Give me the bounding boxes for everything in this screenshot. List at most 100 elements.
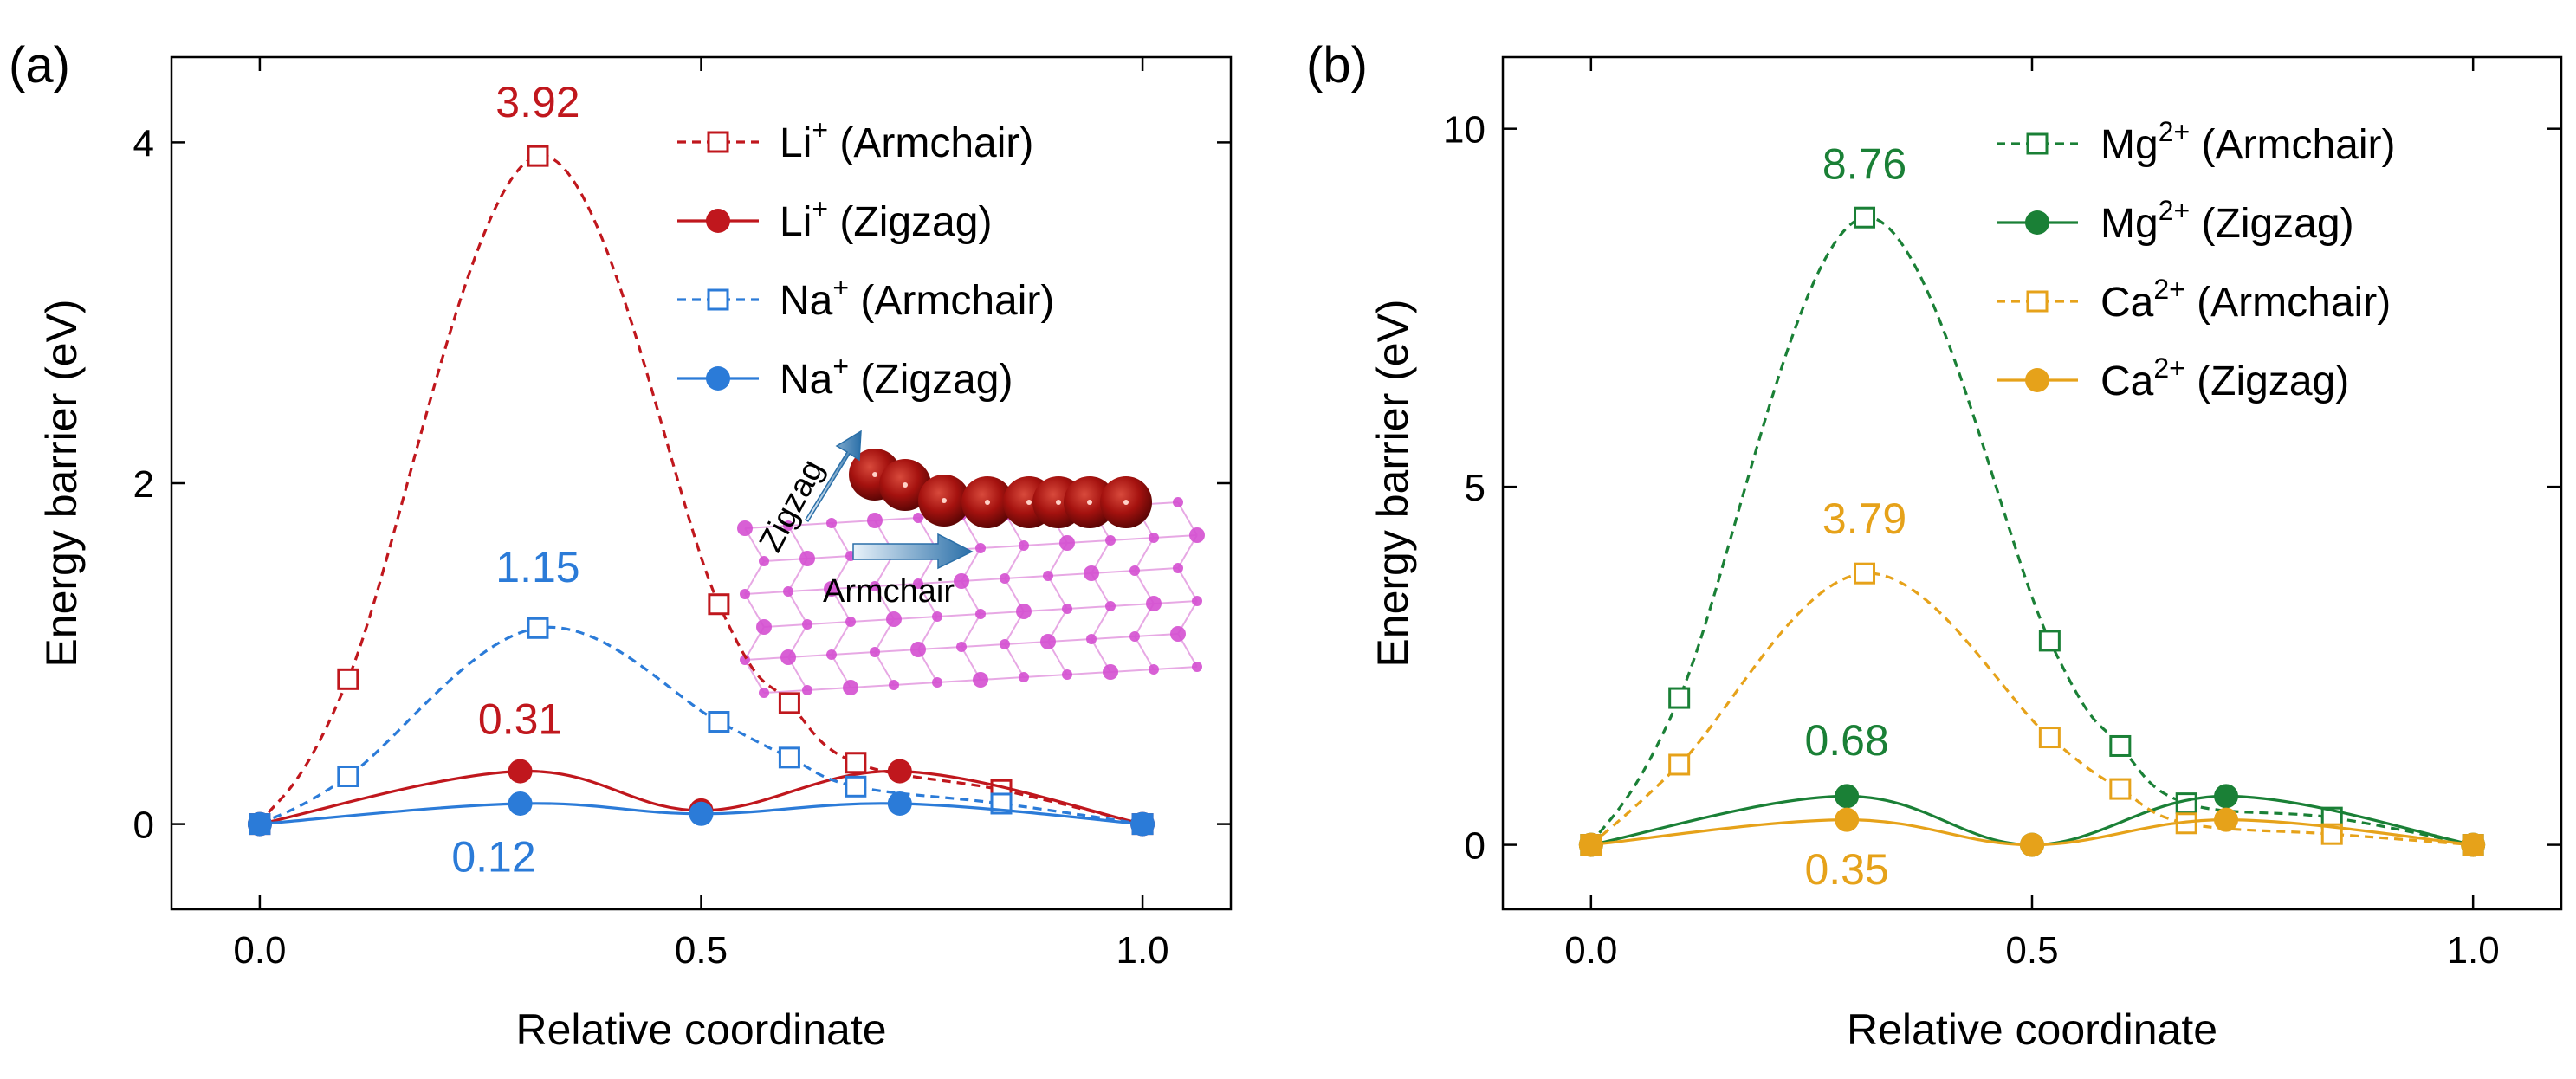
legend-marker-square <box>2026 132 2049 155</box>
lattice-atom <box>870 647 880 657</box>
y-tick-label: 10 <box>1443 109 1485 152</box>
lattice-atom <box>1019 672 1029 682</box>
y-tick-label: 0 <box>133 804 154 847</box>
legend-charge: + <box>812 114 828 145</box>
data-point-circle <box>1578 832 1603 857</box>
legend-charge: + <box>812 193 828 224</box>
lattice-atom <box>802 685 812 695</box>
lattice-atom <box>802 619 812 630</box>
legend-direction: (Armchair) <box>828 120 1033 166</box>
legend: Li+ (Armchair)Li+ (Zigzag)Na+ (Armchair)… <box>677 114 1054 403</box>
lattice-atom <box>783 520 793 531</box>
legend: Mg2+ (Armchair)Mg2+ (Zigzag)Ca2+ (Armcha… <box>1997 116 2396 404</box>
data-point-square <box>778 746 800 769</box>
legend-ion: Mg <box>2100 122 2159 168</box>
series-line <box>258 154 1143 826</box>
ion-highlight <box>985 500 990 505</box>
series-2 <box>249 617 1154 836</box>
chart-panel-0: (a) Zigzag Armchair 0.0 0.5 1.0 0 2 4 Relative co… <box>9 37 1233 1054</box>
lattice-atom <box>1105 601 1116 611</box>
lattice-atom <box>1173 497 1183 507</box>
legend-ion: Mg <box>2100 201 2159 247</box>
legend-direction: (Zigzag) <box>2185 359 2349 404</box>
lattice-atom <box>910 642 926 657</box>
legend-ion: Na <box>780 278 833 324</box>
data-point-circle <box>2214 784 2239 809</box>
data-point-circle <box>689 801 714 826</box>
lattice-bond <box>831 621 851 656</box>
data-point-square <box>708 593 730 616</box>
x-tick-label: 0.5 <box>675 929 728 972</box>
y-axis-title: Energy barrier (eV) <box>1369 299 1417 667</box>
lattice-atom <box>956 642 967 652</box>
lattice-atom <box>913 578 923 589</box>
data-label: 0.35 <box>1804 845 1888 894</box>
lattice-atom <box>1173 563 1183 573</box>
data-point-square <box>337 668 359 690</box>
lattice-atom <box>740 589 750 599</box>
armchair-arrow <box>852 533 974 570</box>
y-tick-label: 5 <box>1465 467 1485 509</box>
data-point-square <box>1668 753 1691 776</box>
lattice-atom <box>756 619 772 635</box>
series-line <box>1589 572 2474 847</box>
data-point-square <box>1854 206 1876 229</box>
lattice-bond <box>1177 567 1198 602</box>
lattice-bond <box>744 591 789 595</box>
legend-ion: Na <box>780 357 833 403</box>
legend-ion: Li <box>780 199 812 245</box>
legend-direction: (Armchair) <box>2190 122 2395 168</box>
lattice-atom <box>1129 565 1140 576</box>
data-point-circle <box>887 791 912 816</box>
legend-marker-circle <box>706 209 730 233</box>
lattice-atom <box>1146 596 1162 611</box>
legend-direction: (Zigzag) <box>2190 201 2353 247</box>
y-tick-label: 0 <box>1465 825 1485 868</box>
data-point-circle <box>247 811 272 837</box>
series-3 <box>1578 807 2486 857</box>
data-point-square <box>845 775 867 798</box>
lattice-atom <box>870 581 880 591</box>
lattice-bond <box>744 659 765 694</box>
lattice-atom <box>973 672 988 688</box>
lattice-atom <box>1192 596 1202 606</box>
inset-structure: Zigzag Armchair <box>737 430 1205 698</box>
data-point-circle <box>1835 784 1860 809</box>
lattice-bond <box>1110 537 1155 541</box>
lattice-atom <box>1149 533 1159 543</box>
lattice-atom <box>975 609 986 619</box>
data-point-circle <box>508 791 533 816</box>
data-point-circle <box>2214 807 2239 832</box>
lattice-atom <box>913 513 923 523</box>
data-label: 0.68 <box>1804 716 1888 765</box>
legend-label: Li+ (Zigzag) <box>780 193 992 245</box>
lattice-atom <box>1192 662 1202 672</box>
lattice-bond <box>1153 666 1198 670</box>
lattice-atom <box>1019 540 1029 551</box>
x-axis-title: Relative coordinate <box>515 1005 886 1054</box>
zigzag-arrow <box>804 430 862 523</box>
legend-label: Mg2+ (Armchair) <box>2100 116 2396 168</box>
data-point-square <box>2320 823 2343 845</box>
lattice-atom <box>1084 565 1099 581</box>
lattice-bond <box>1134 636 1155 670</box>
ion-highlight <box>942 498 947 503</box>
legend-ion: Li <box>780 120 812 166</box>
legend-marker-circle <box>2025 368 2049 392</box>
lattice-atom <box>826 518 837 528</box>
data-point-square <box>845 752 867 774</box>
lattice-bond <box>1047 575 1068 610</box>
lattice-atom <box>975 543 986 553</box>
data-point-square <box>2109 734 2132 757</box>
data-label: 0.12 <box>451 833 535 882</box>
x-axis-title: Relative coordinate <box>1847 1005 2217 1054</box>
x-tick-label: 0.0 <box>233 929 286 972</box>
lattice-bond <box>1091 636 1136 640</box>
ion-highlight <box>1087 500 1092 505</box>
lattice-atom <box>886 611 902 627</box>
data-point-square <box>527 617 549 639</box>
legend-direction: (Zigzag) <box>849 357 1013 403</box>
lattice-bond <box>893 682 938 686</box>
lattice-bond <box>961 643 1006 648</box>
x-tick-label: 1.0 <box>1116 929 1168 972</box>
